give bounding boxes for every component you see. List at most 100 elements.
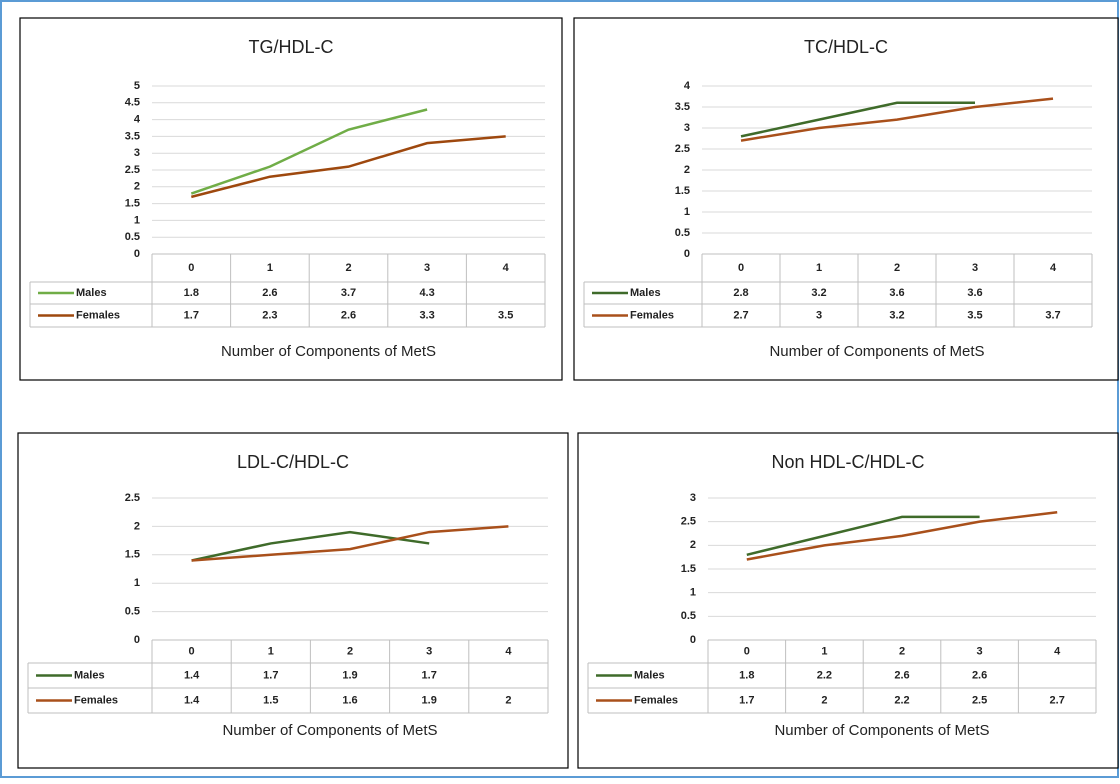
y-tick-label: 0 <box>134 248 140 260</box>
table-value: 1.7 <box>263 669 278 681</box>
table-value: 4.3 <box>419 287 434 299</box>
y-tick-label: 4 <box>684 80 691 92</box>
legend-label: Females <box>634 694 678 706</box>
line-series <box>190 135 506 199</box>
x-tick-label: 3 <box>426 645 432 657</box>
line-series <box>191 530 430 562</box>
line-series <box>746 510 1058 561</box>
table-value: 3.6 <box>889 287 904 299</box>
table-value: 2.5 <box>972 694 987 706</box>
table-value: 1.9 <box>422 694 437 706</box>
y-tick-label: 1.5 <box>125 198 140 210</box>
chart-panel: LDL-C/HDL-C 0 0.5 1 1.5 2 2.5 0 1 2 3 4 Males 1.4 1.7 1… <box>17 432 569 769</box>
table-value: 1.8 <box>184 287 199 299</box>
y-tick-label: 3 <box>690 492 696 504</box>
chart-title: TC/HDL-C <box>804 37 888 57</box>
y-tick-label: 2.5 <box>125 492 140 504</box>
y-tick-label: 2 <box>690 539 696 551</box>
y-tick-label: 2.5 <box>125 164 140 176</box>
table-value: 2.7 <box>733 309 748 321</box>
x-axis-label: Number of Components of MetS <box>769 343 984 360</box>
table-value: 3.3 <box>419 309 434 321</box>
panel-border <box>573 17 1119 381</box>
x-axis-label: Number of Components of MetS <box>774 722 989 739</box>
y-tick-label: 3.5 <box>125 130 140 142</box>
y-tick-label: 2.5 <box>675 143 690 155</box>
y-tick-label: 0 <box>690 634 696 646</box>
x-tick-label: 4 <box>505 645 512 657</box>
table-value: 3.7 <box>1045 309 1060 321</box>
y-tick-label: 0.5 <box>125 231 140 243</box>
table-value: 1.7 <box>422 669 437 681</box>
y-tick-label: 2 <box>684 164 690 176</box>
table-value: 2.7 <box>1050 694 1065 706</box>
table-value: 1.4 <box>184 694 200 706</box>
y-tick-label: 1.5 <box>125 549 140 561</box>
table-value: 2.3 <box>262 309 277 321</box>
legend-label: Males <box>630 287 661 299</box>
y-tick-label: 2.5 <box>681 516 696 528</box>
y-tick-label: 0.5 <box>675 227 690 239</box>
chart-panel: Non HDL-C/HDL-C 0 0.5 1 1.5 2 2.5 3 0 1 2 3 4 Males 1.… <box>577 432 1119 769</box>
y-tick-label: 3 <box>134 147 140 159</box>
chart-panel: TG/HDL-C 0 0.5 1 1.5 2 2.5 3 3.5 4 4.5 5 0 1 2 3 4 Males 1… <box>19 17 563 381</box>
table-value: 1.7 <box>184 309 199 321</box>
x-tick-label: 4 <box>503 262 510 274</box>
x-tick-label: 3 <box>972 262 978 274</box>
legend-label: Males <box>76 287 107 299</box>
y-tick-label: 2 <box>134 520 140 532</box>
table-value: 1.7 <box>739 694 754 706</box>
table-value: 1.9 <box>342 669 357 681</box>
y-tick-label: 0 <box>134 634 140 646</box>
x-tick-label: 2 <box>345 262 351 274</box>
table-value: 3.2 <box>811 287 826 299</box>
table-value: 3.6 <box>967 287 982 299</box>
y-tick-label: 3.5 <box>675 101 690 113</box>
y-tick-label: 2 <box>134 181 140 193</box>
y-tick-label: 1 <box>684 206 690 218</box>
chart-title: Non HDL-C/HDL-C <box>771 452 924 472</box>
y-tick-label: 1.5 <box>675 185 690 197</box>
x-tick-label: 0 <box>189 645 195 657</box>
table-value: 1.4 <box>184 669 200 681</box>
line-series <box>740 97 1054 142</box>
line-series <box>746 515 980 557</box>
table-value: 2.2 <box>894 694 909 706</box>
x-tick-label: 4 <box>1054 645 1061 657</box>
table-value: 1.6 <box>342 694 357 706</box>
table-value: 3 <box>816 309 822 321</box>
line-series <box>191 525 509 562</box>
legend-label: Females <box>630 309 674 321</box>
y-tick-label: 1 <box>690 587 696 599</box>
panel-border <box>19 17 563 381</box>
legend-label: Males <box>74 669 105 681</box>
table-value: 2.6 <box>972 669 987 681</box>
table-value: 3.7 <box>341 287 356 299</box>
line-series <box>190 108 428 195</box>
x-tick-label: 1 <box>821 645 827 657</box>
table-value: 2.2 <box>817 669 832 681</box>
x-tick-label: 1 <box>816 262 822 274</box>
y-tick-label: 4.5 <box>125 97 140 109</box>
y-tick-label: 0.5 <box>125 606 140 618</box>
x-tick-label: 3 <box>977 645 983 657</box>
y-tick-label: 3 <box>684 122 690 134</box>
chart-title: LDL-C/HDL-C <box>237 452 349 472</box>
line-series <box>740 101 975 138</box>
table-value: 2 <box>505 694 511 706</box>
table-value: 3.5 <box>498 309 513 321</box>
x-tick-label: 2 <box>899 645 905 657</box>
y-tick-label: 5 <box>134 80 140 92</box>
table-value: 1.5 <box>263 694 278 706</box>
panel-border <box>577 432 1119 769</box>
y-tick-label: 1.5 <box>681 563 696 575</box>
table-value: 1.8 <box>739 669 754 681</box>
table-value: 2.8 <box>733 287 748 299</box>
x-tick-label: 1 <box>268 645 274 657</box>
chart-title: TG/HDL-C <box>249 37 334 57</box>
chart-panel: TC/HDL-C 0 0.5 1 1.5 2 2.5 3 3.5 4 0 1 2 3 4 Males 2.8 3.… <box>573 17 1119 381</box>
y-tick-label: 1 <box>134 214 140 226</box>
x-tick-label: 3 <box>424 262 430 274</box>
